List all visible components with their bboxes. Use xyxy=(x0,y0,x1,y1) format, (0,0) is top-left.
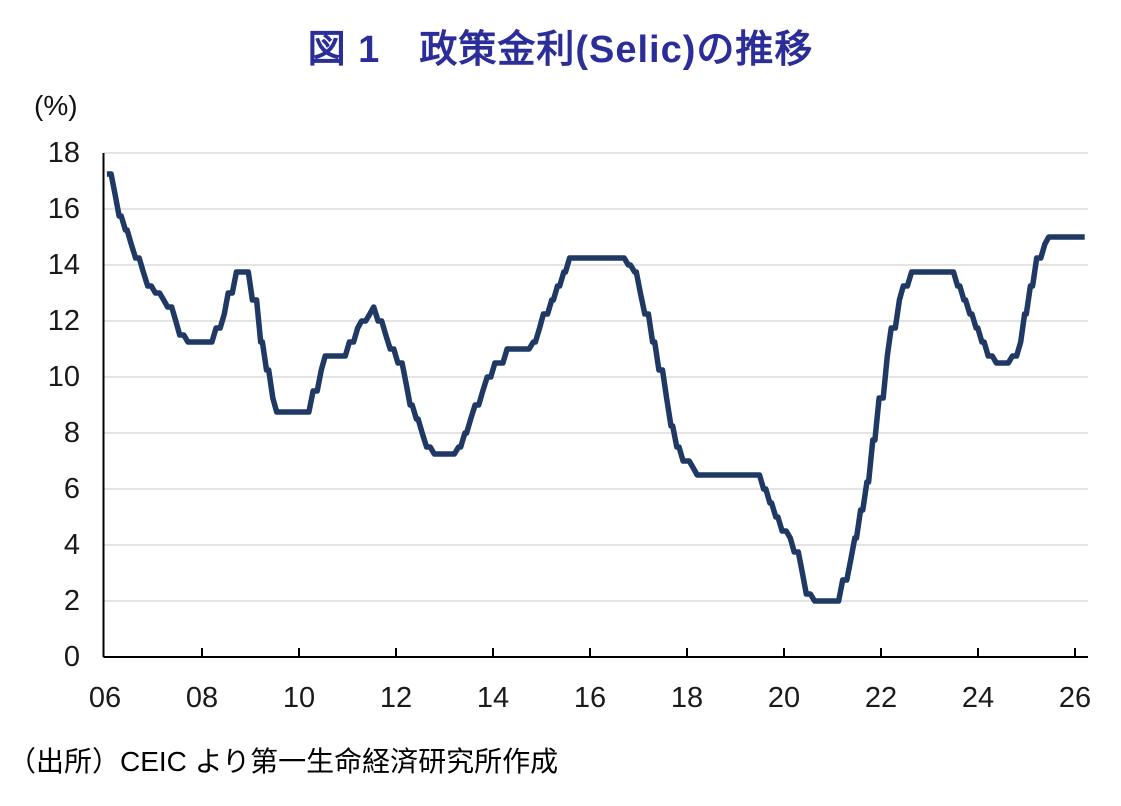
y-axis-label: 18 xyxy=(47,137,80,169)
y-axis-label: 14 xyxy=(47,249,80,281)
y-axis-label: 4 xyxy=(63,529,80,561)
x-axis-label: 08 xyxy=(185,682,219,714)
selic-rate-line xyxy=(106,171,1085,604)
y-axis-unit-label: (%) xyxy=(34,90,78,121)
x-axis-label: 18 xyxy=(670,682,704,714)
source-note: （出所）CEIC より第一生命経済研究所作成 xyxy=(8,746,559,777)
y-axis-label: 12 xyxy=(47,305,80,337)
y-axis-label: 0 xyxy=(63,641,80,673)
x-axis-label: 10 xyxy=(282,682,316,714)
y-axis-label: 10 xyxy=(47,361,80,393)
x-axis-label: 20 xyxy=(767,682,801,714)
y-axis-label: 16 xyxy=(47,193,80,225)
x-axis-label: 16 xyxy=(573,682,607,714)
x-axis-label: 12 xyxy=(379,682,413,714)
x-axis-label: 26 xyxy=(1058,682,1092,714)
chart-title: 図 1 政策金利(Selic)の推移 xyxy=(307,29,814,71)
x-axis-label: 22 xyxy=(864,682,898,714)
x-axis-label: 06 xyxy=(88,682,122,714)
y-axis-label: 6 xyxy=(63,473,80,505)
y-axis-label: 2 xyxy=(63,585,80,617)
x-axis-label: 14 xyxy=(476,682,510,714)
y-axis-label: 8 xyxy=(63,417,80,449)
x-axis-label: 24 xyxy=(961,682,995,714)
